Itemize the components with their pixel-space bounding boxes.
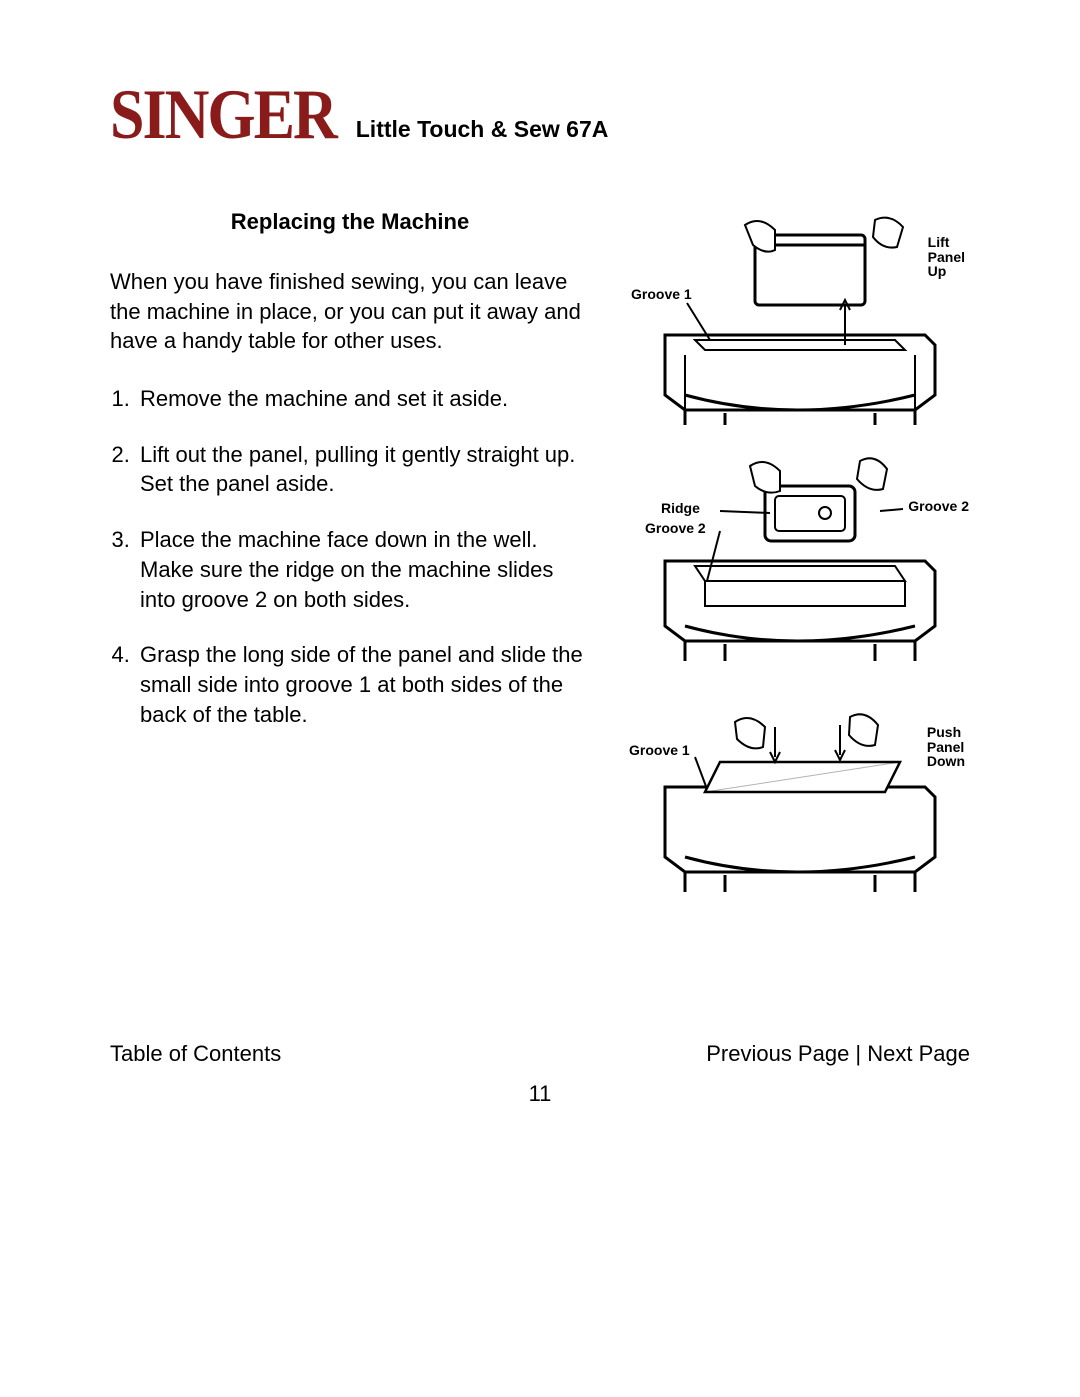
next-page-link[interactable]: Next Page [867,1041,970,1066]
label-groove-2-right: Groove 2 [908,499,969,514]
label-groove-1: Groove 1 [629,743,690,758]
label-groove-2-left: Groove 2 [645,521,706,536]
model-name: Little Touch & Sew 67A [356,116,609,151]
figure-1: Groove 1 Lift Panel Up [625,195,965,425]
section-title: Replacing the Machine [110,209,590,235]
list-item: Grasp the long side of the panel and sli… [136,640,590,729]
intro-paragraph: When you have finished sewing, you can l… [110,267,590,356]
steps-list: Remove the machine and set it aside. Lif… [110,384,590,729]
brand-logo: SINGER [110,75,336,157]
pager-separator: | [849,1041,867,1066]
page-footer: Table of Contents Previous Page | Next P… [110,1041,970,1067]
label-lift-panel-up: Lift Panel Up [928,235,965,279]
figure-3-svg [625,667,965,897]
page-number: 11 [0,1081,1080,1107]
list-item: Remove the machine and set it aside. [136,384,590,414]
page-header: SINGER Little Touch & Sew 67A [110,80,970,151]
figure-2: Ridge Groove 2 Groove 2 [625,431,965,661]
figure-2-svg [625,431,965,661]
figure-1-svg [625,195,965,425]
label-push-panel-down: Push Panel Down [927,725,965,769]
list-item: Lift out the panel, pulling it gently st… [136,440,590,499]
manual-page: SINGER Little Touch & Sew 67A Replacing … [0,0,1080,1397]
figure-column: Groove 1 Lift Panel Up [620,191,970,903]
prev-page-link[interactable]: Previous Page [706,1041,849,1066]
toc-link[interactable]: Table of Contents [110,1041,281,1067]
label-ridge: Ridge [661,501,700,516]
content-row: Replacing the Machine When you have fini… [110,191,970,903]
pager: Previous Page | Next Page [706,1041,970,1067]
label-groove-1: Groove 1 [631,287,692,302]
text-column: Replacing the Machine When you have fini… [110,191,590,903]
list-item: Place the machine face down in the well.… [136,525,590,614]
figure-3: Groove 1 Push Panel Down [625,667,965,897]
